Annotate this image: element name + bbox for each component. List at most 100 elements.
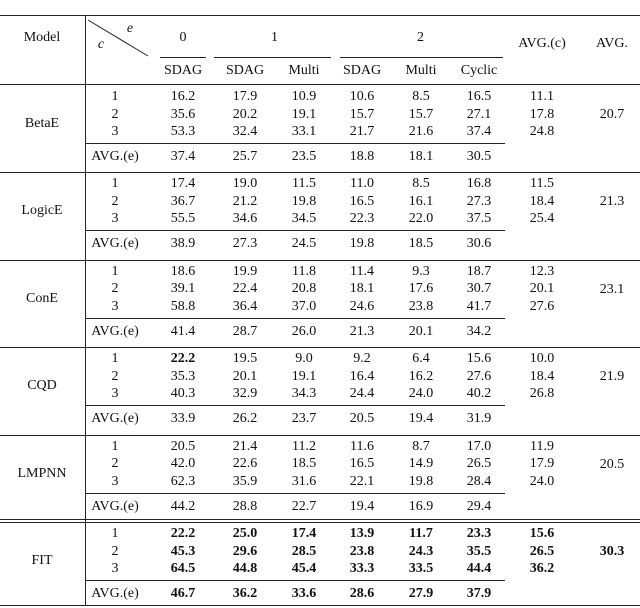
cell: 21.2	[232, 193, 258, 209]
avg-e-cell: 18.1	[408, 149, 434, 164]
group-label: 0	[179, 30, 187, 45]
avg-e-label: AVG.(e)	[91, 498, 139, 514]
cell: 55.5	[170, 211, 196, 227]
avg-c-cell: 15.6	[529, 526, 555, 541]
avg-c-cell: 11.9	[530, 438, 554, 454]
cell: 25.0	[232, 526, 258, 541]
c-label: 1	[111, 263, 119, 279]
cell: 64.5	[170, 561, 196, 576]
avg-e-cell: 26.2	[232, 411, 258, 427]
cell: 33.3	[349, 561, 375, 576]
avg-e-cell: 21.3	[349, 323, 375, 339]
cell: 11.0	[350, 176, 374, 192]
cell: 23.3	[466, 526, 492, 541]
avg-e-cell: 30.6	[466, 236, 492, 252]
cell: 20.2	[232, 106, 258, 122]
avg-e-cell: 23.5	[291, 149, 317, 164]
cell: 44.8	[232, 561, 258, 576]
avg-c-cell: 12.3	[529, 263, 555, 279]
cell: 16.2	[408, 368, 434, 384]
c-label: 1	[111, 351, 119, 367]
rule	[0, 434, 640, 436]
c-label: 3	[111, 386, 119, 402]
cell: 37.4	[466, 124, 492, 139]
cell: 16.5	[349, 193, 375, 209]
avg-e-cell: 33.9	[170, 411, 196, 427]
cell: 19.5	[232, 351, 258, 367]
cell: 16.2	[170, 89, 196, 104]
cell: 8.5	[412, 89, 430, 104]
avg-c-cell: 11.5	[530, 176, 554, 192]
group-label: 1	[271, 30, 278, 45]
cell: 23.8	[408, 298, 434, 314]
avg-c-cell: 24.8	[529, 124, 555, 139]
rule	[0, 605, 640, 606]
cell: 22.3	[349, 211, 375, 227]
avg-c-cell: 24.0	[529, 473, 555, 489]
avg-c-cell: 25.4	[529, 211, 555, 227]
rule	[0, 522, 640, 523]
cell: 11.4	[350, 263, 374, 279]
column-label: Multi	[288, 63, 320, 78]
cell: 17.6	[408, 281, 434, 297]
cell: 21.4	[232, 438, 258, 454]
cell: 18.5	[291, 456, 317, 472]
avg-e-cell: 33.6	[291, 586, 317, 601]
cell: 27.6	[466, 368, 492, 384]
avg-e-cell: 28.7	[232, 323, 258, 339]
c-label: 2	[111, 456, 119, 472]
cell: 24.4	[349, 386, 375, 402]
cell: 19.9	[232, 263, 258, 279]
avg-c-cell: 17.8	[529, 106, 555, 122]
column-label: SDAG	[342, 63, 382, 78]
cell: 19.8	[408, 473, 434, 489]
avg-c-cell: 10.0	[529, 351, 555, 367]
cell: 24.6	[349, 298, 375, 314]
cell: 10.9	[291, 89, 317, 104]
rule	[0, 172, 640, 174]
header-avg-c: AVG.(c)	[518, 36, 566, 51]
avg-e-cell: 19.4	[349, 498, 375, 514]
avg-cell: 21.9	[599, 369, 625, 385]
model-name: ConE	[26, 290, 58, 306]
cell: 17.4	[291, 526, 317, 541]
avg-e-cell: 22.7	[291, 498, 317, 514]
cell: 16.5	[349, 456, 375, 472]
rule	[0, 84, 640, 85]
avg-e-cell: 19.8	[349, 236, 375, 252]
cell: 15.6	[466, 351, 492, 367]
c-label: 2	[111, 106, 119, 122]
cell: 28.5	[291, 543, 317, 559]
cell: 34.5	[291, 211, 317, 227]
cell: 11.5	[292, 176, 316, 192]
c-label: 2	[111, 368, 119, 384]
cell: 53.3	[170, 124, 196, 139]
avg-e-cell: 18.5	[408, 236, 434, 252]
avg-e-cell: 37.4	[170, 149, 196, 164]
cell: 29.6	[232, 543, 258, 559]
avg-e-cell: 44.2	[170, 498, 196, 514]
c-label: 1	[111, 526, 119, 541]
rule	[0, 259, 640, 261]
c-label: 3	[111, 211, 119, 227]
avg-c-cell: 18.4	[529, 368, 555, 384]
cell: 17.9	[232, 89, 258, 104]
cell: 15.7	[408, 106, 434, 122]
c-label: 3	[111, 473, 119, 489]
cell: 19.8	[291, 193, 317, 209]
cell: 20.8	[291, 281, 317, 297]
cell: 58.8	[170, 298, 196, 314]
avg-e-label: AVG.(e)	[91, 323, 139, 339]
header-c: c	[97, 37, 105, 52]
model-name: BetaE	[24, 116, 60, 131]
cell: 8.7	[412, 438, 430, 454]
cell: 45.3	[170, 543, 196, 559]
cell: 22.0	[408, 211, 434, 227]
cell: 33.1	[291, 124, 317, 139]
cell: 44.4	[466, 561, 492, 576]
avg-cell: 20.5	[599, 456, 625, 472]
avg-cell: 21.3	[599, 194, 625, 210]
cell: 16.5	[466, 89, 492, 104]
cell: 42.0	[170, 456, 196, 472]
